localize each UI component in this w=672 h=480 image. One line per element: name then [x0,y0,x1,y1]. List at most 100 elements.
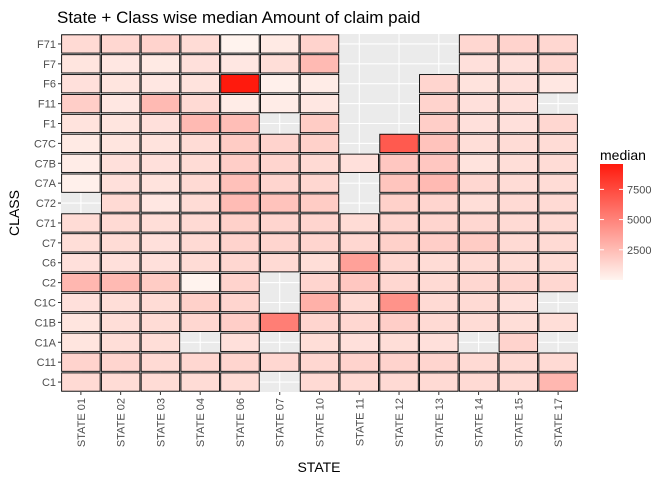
heatmap-cell [180,113,220,134]
heatmap-cell [140,94,181,114]
heatmap-cell [299,133,340,153]
heatmap-cell [180,94,220,114]
heatmap-cell [379,133,419,153]
heatmap-cell [61,253,101,273]
heatmap-cell [140,253,181,273]
heatmap-cell [140,133,181,153]
heatmap-cell [220,133,260,153]
heatmap-cell [299,312,340,332]
heatmap-cell [299,34,340,54]
heatmap-cell [379,332,419,352]
x-tick-label: STATE 17 [553,398,565,447]
y-tick-label: C11 [37,357,56,369]
heatmap-cell [61,173,101,193]
heatmap-cell [458,54,499,74]
heatmap-cell [458,133,499,153]
y-tick-label: C2 [42,278,56,290]
heatmap-cell [220,74,260,94]
y-tick-label: C7A [35,178,57,190]
heatmap-cell [299,292,340,313]
heatmap-cell [220,193,260,213]
y-tick-label: C7 [42,238,56,250]
heatmap-cell [140,113,181,134]
heatmap-cell [260,213,300,233]
heatmap-cell [180,213,220,233]
heatmap-cell [140,292,181,313]
heatmap-cell [498,133,539,153]
heatmap-cell [538,173,578,193]
heatmap-cell [100,372,141,392]
heatmap-cell [458,273,499,293]
heatmap-cell [180,372,220,392]
heatmap-cell [220,292,260,313]
heatmap-cell [379,273,419,293]
heatmap-cell [260,193,300,213]
heatmap-cell [339,312,379,332]
heatmap-cell [220,113,260,134]
y-tick-label: F11 [38,99,56,111]
heatmap-cell [260,253,300,273]
heatmap-cell [220,312,260,332]
heatmap-cell [100,153,141,173]
heatmap-cell [220,213,260,233]
heatmap-cell [419,352,459,372]
heatmap-cell [180,312,220,332]
heatmap-cell [100,213,141,233]
heatmap-cell [339,292,379,313]
heatmap-cell [100,94,141,114]
heatmap-cell [260,233,300,253]
heatmap-cell [100,312,141,332]
heatmap-cell [458,113,499,134]
heatmap-cell [538,193,578,213]
heatmap-cell [220,54,260,74]
heatmap-cell [538,54,578,74]
heatmap-cell [419,273,459,293]
legend-tick-label: 5000 [627,215,651,227]
heatmap-cell [61,312,101,332]
x-tick-label: STATE 13 [434,398,446,447]
heatmap-cell [100,173,141,193]
y-tick-label: F71 [37,39,56,51]
heatmap-cell [61,372,101,392]
heatmap-cell [180,292,220,313]
heatmap-cell [260,54,300,74]
heatmap-cell [538,113,578,134]
heatmap-cell [100,292,141,313]
heatmap-cell [339,332,379,352]
heatmap-cell [538,153,578,173]
heatmap-cell [498,193,539,213]
heatmap-cell [419,253,459,273]
heatmap-cell [339,352,379,372]
heatmap-cell [61,332,101,352]
heatmap-cell [180,193,220,213]
heatmap-cell [140,312,181,332]
y-tick-label: F7 [43,59,56,71]
heatmap-cell [419,332,459,352]
heatmap-cell [419,372,459,392]
heatmap-cell [339,372,379,392]
heatmap-cell [498,74,539,94]
heatmap-cell [100,332,141,352]
heatmap-cell [299,173,340,193]
heatmap-cell [339,273,379,293]
heatmap-cell [299,193,340,213]
heatmap-cell [498,372,539,392]
heatmap-cell [419,173,459,193]
heatmap-cell [498,332,539,352]
heatmap-cell [100,113,141,134]
heatmap-cell [100,133,141,153]
heatmap-cell [140,372,181,392]
heatmap-cell [260,352,300,372]
heatmap-cell [220,233,260,253]
heatmap-cell [100,233,141,253]
heatmap-cell [61,213,101,233]
heatmap-cell [498,173,539,193]
heatmap-cell [299,74,340,94]
x-tick-label: STATE 11 [354,398,366,446]
heatmap-cell [180,273,220,293]
heatmap-cell [458,173,499,193]
heatmap-cell [61,133,101,153]
heatmap-cell [220,153,260,173]
x-tick-label: STATE 06 [235,398,247,447]
heatmap-cell [260,173,300,193]
